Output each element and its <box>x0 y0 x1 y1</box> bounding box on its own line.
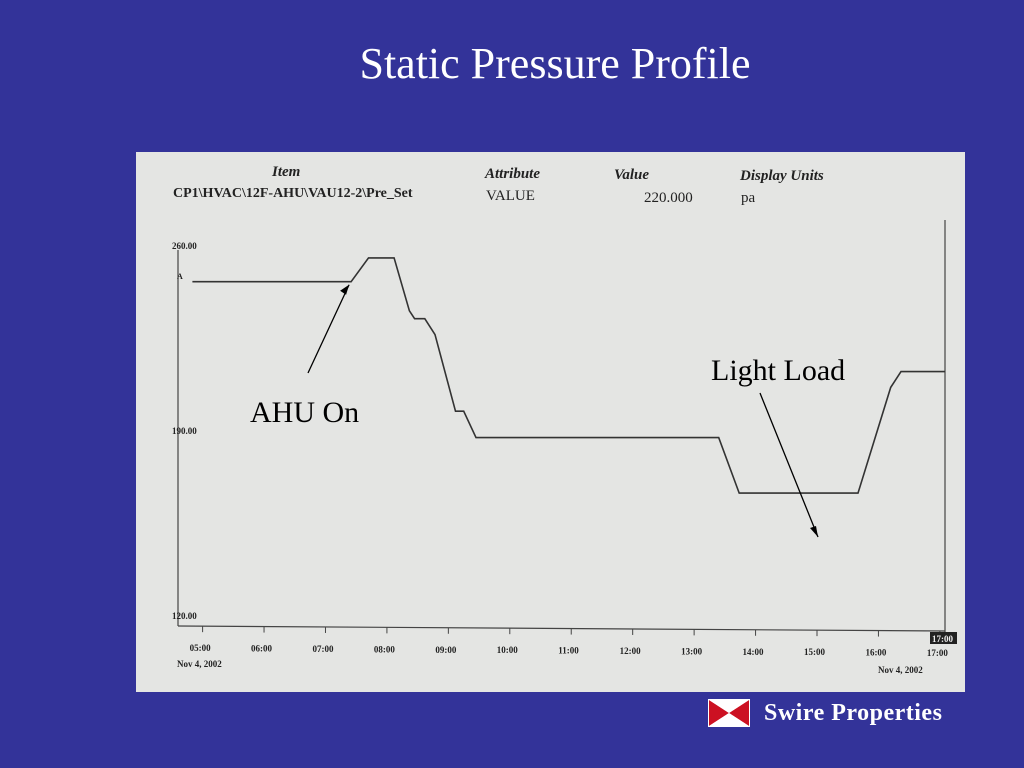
ahu-on-annotation: AHU On <box>250 396 359 429</box>
x-tick-label: 12:00 <box>620 646 641 656</box>
light-load-arrow <box>759 392 819 538</box>
light-load-arrowhead <box>810 526 818 537</box>
x-tick-label: 10:00 <box>497 645 518 655</box>
header-item-value: CP1\HVAC\12F-AHU\VAU12-2\Pre_Set <box>173 186 413 201</box>
date-label-left: Nov 4, 2002 <box>177 659 222 669</box>
x-tick-label: 07:00 <box>312 644 333 654</box>
x-tick-label: 06:00 <box>251 644 272 654</box>
swire-logo-icon <box>708 699 750 727</box>
brand-name: Swire Properties <box>764 699 943 726</box>
marker-label: A <box>177 272 183 281</box>
cursor-box <box>930 632 957 644</box>
x-tick-label: 15:00 <box>804 647 825 657</box>
y-tick-label: 190.00 <box>172 426 197 436</box>
header-item-label: Item <box>272 164 301 180</box>
header-display-units-label: Display Units <box>740 168 824 184</box>
light-load-annotation: Light Load <box>711 354 845 387</box>
header-attribute-label: Attribute <box>485 166 541 182</box>
x-tick-label: 11:00 <box>558 646 579 656</box>
x-tick-label: 05:00 <box>190 643 211 653</box>
header-display-units-value: pa <box>741 190 756 206</box>
chart-panel: Item Attribute Value Display Units CP1\H… <box>136 152 965 692</box>
x-tick-label: 16:00 <box>865 648 886 658</box>
x-tick-label: 13:00 <box>681 646 702 656</box>
x-tick-label: 09:00 <box>435 645 456 655</box>
ahu-on-arrow <box>307 284 350 374</box>
x-tick-label: 14:00 <box>743 647 764 657</box>
y-tick-label: 120.00 <box>172 611 197 621</box>
ahu-on-arrowhead <box>340 284 350 295</box>
brand: Swire Properties <box>708 698 942 728</box>
x-axis <box>177 625 946 632</box>
header-value-value: 220.000 <box>644 190 693 206</box>
y-tick-label: 260.00 <box>172 241 197 251</box>
header-value-label: Value <box>614 167 650 183</box>
x-tick-label: 17:00 <box>927 648 948 658</box>
date-label-right: Nov 4, 2002 <box>878 665 923 675</box>
slide-title: Static Pressure Profile <box>359 39 751 88</box>
cursor-label: 17:00 <box>932 634 953 644</box>
series-line <box>192 257 945 494</box>
header-attribute-value: VALUE <box>486 188 535 204</box>
x-tick-label: 08:00 <box>374 644 395 654</box>
